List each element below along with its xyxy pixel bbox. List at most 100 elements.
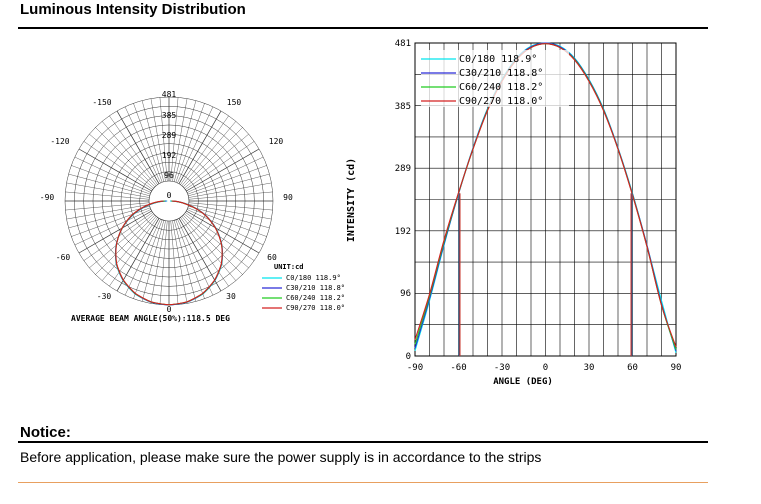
polar-radial-tick-96: 96 (164, 171, 174, 180)
polar-spoke (109, 217, 158, 287)
cart-legend-label-c30: C30/210 118.8° (459, 68, 543, 79)
x-tick--90: -90 (407, 363, 423, 373)
y-axis-label: INTENSITY (cd) (346, 158, 357, 242)
polar-spoke (101, 121, 157, 186)
polar-spoke (188, 204, 272, 220)
polar-radial-tick-192: 192 (162, 151, 177, 160)
polar-radial-tick-0: 0 (167, 191, 172, 200)
y-tick-481: 481 (395, 39, 411, 49)
polar-legend-label-c90: C90/270 118.0° (286, 304, 345, 312)
y-tick-0: 0 (406, 352, 411, 362)
polar-spoke (159, 220, 168, 305)
polar-spoke (65, 191, 150, 200)
polar-radial-tick-289: 289 (162, 131, 177, 140)
polar-spoke (141, 100, 165, 182)
polar-spoke (188, 182, 272, 198)
polar-angle-label--120: -120 (50, 137, 69, 146)
polar-spoke (187, 156, 264, 193)
y-tick-96: 96 (400, 289, 411, 299)
polar-legend-label-c0: C0/180 118.9° (286, 274, 341, 282)
footer-divider (18, 482, 708, 483)
polar-spoke (66, 182, 150, 198)
polar-spoke (188, 173, 270, 197)
polar-spoke (172, 98, 188, 182)
polar-spoke (181, 121, 237, 186)
polar-spoke (177, 219, 214, 296)
polar-spoke (173, 220, 197, 302)
polar-spoke (124, 106, 161, 183)
polar-spoke (68, 173, 150, 197)
x-tick-60: 60 (627, 363, 638, 373)
polar-caption: AVERAGE BEAM ANGLE(50%):118.5 DEG (71, 314, 230, 323)
polar-spoke (184, 213, 249, 269)
y-tick-289: 289 (395, 164, 411, 174)
x-tick-90: 90 (671, 363, 682, 373)
polar-unit-label: UNIT:cd (274, 263, 304, 271)
polar-spoke (187, 165, 267, 195)
polar-spoke (116, 218, 160, 292)
polar-spoke (78, 210, 152, 254)
polar-spoke (133, 103, 163, 183)
x-tick-30: 30 (584, 363, 595, 373)
polar-spoke (133, 219, 163, 299)
title-divider (18, 27, 708, 29)
polar-spoke (170, 220, 179, 305)
polar-radial-tick-385: 385 (162, 111, 177, 120)
polar-spoke (95, 127, 155, 187)
polar-spoke (124, 219, 161, 296)
polar-spoke (188, 191, 273, 200)
polar-intensity-chart: 481 385 289 192 96 0 -150 150 -120 120 -… (40, 90, 345, 323)
polar-spoke (183, 215, 243, 275)
polar-angle-label-0: 0 (167, 305, 172, 314)
cartesian-curves (414, 42, 677, 353)
polar-curves (114, 200, 224, 306)
cartesian-beam-drop-lines (458, 193, 633, 356)
polar-spoke (178, 218, 222, 292)
x-tick--30: -30 (494, 363, 510, 373)
polar-angle-label--30: -30 (97, 292, 112, 301)
polar-spoke (150, 98, 166, 182)
polar-angle-label-60: 60 (267, 253, 277, 262)
cart-legend-label-c90: C90/270 118.0° (459, 96, 543, 107)
polar-curve-c90 (115, 200, 223, 306)
polar-spoke (71, 165, 151, 195)
polar-angle-label-120: 120 (269, 137, 284, 146)
polar-spoke (74, 156, 151, 193)
polar-spoke (183, 127, 243, 187)
polar-spoke (68, 205, 150, 229)
polar-legend: C0/180 118.9° C30/210 118.8° C60/240 118… (262, 274, 345, 312)
notice-title: Notice: (20, 424, 71, 441)
x-tick-0: 0 (543, 363, 548, 373)
polar-spoke (175, 103, 205, 183)
polar-legend-label-c60: C60/240 118.2° (286, 294, 345, 302)
polar-angle-label-150: 150 (227, 98, 242, 107)
section-title: Luminous Intensity Distribution (20, 1, 246, 18)
polar-spoke (187, 209, 264, 246)
polar-spoke (186, 148, 260, 192)
polar-spoke (71, 207, 151, 237)
notice-text: Before application, please make sure the… (20, 449, 542, 465)
polar-spoke (172, 220, 188, 304)
y-tick-385: 385 (395, 102, 411, 112)
polar-spoke (181, 216, 237, 281)
polar-angle-label--150: -150 (92, 98, 111, 107)
polar-spoke (159, 97, 168, 182)
polar-spoke (109, 115, 158, 185)
polar-spoke (78, 148, 152, 192)
polar-spoke (186, 210, 260, 254)
polar-spoke (116, 110, 160, 184)
polar-spoke (180, 217, 229, 287)
polar-spoke (185, 141, 255, 190)
polar-spoke (173, 100, 197, 182)
polar-spoke (177, 106, 214, 183)
x-axis-label: ANGLE (DEG) (493, 377, 553, 387)
cartesian-legend: C0/180 118.9° C30/210 118.8° C60/240 118… (421, 50, 569, 107)
notice-divider (18, 441, 708, 443)
polar-spoke (89, 133, 154, 189)
polar-spoke (89, 213, 154, 269)
polar-spoke (180, 115, 229, 185)
polar-spoke (188, 205, 270, 229)
polar-angle-label--90: -90 (40, 193, 55, 202)
polar-spoke (66, 204, 150, 220)
cartesian-intensity-chart: C0/180 118.9° C30/210 118.8° C60/240 118… (346, 39, 682, 387)
